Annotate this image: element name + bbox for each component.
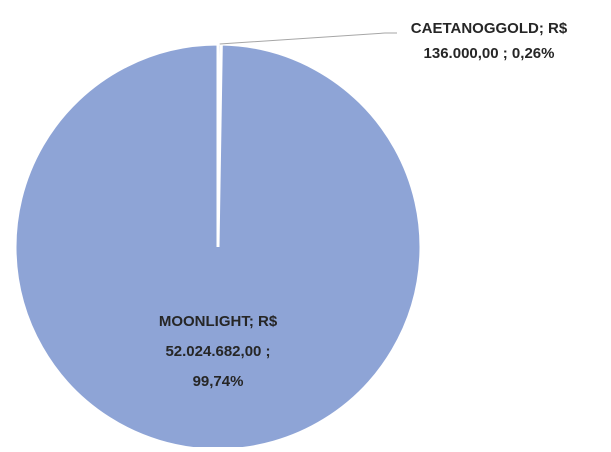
data-label: 136.000,00 ; 0,26% [424,45,555,62]
data-label: MOONLIGHT; R$ [159,313,278,330]
data-label: 99,74% [193,373,244,390]
leader-line [219,32,397,45]
data-label: 52.024.682,00 ; [165,343,270,360]
data-label: CAETANOGGOLD; R$ [411,20,568,37]
